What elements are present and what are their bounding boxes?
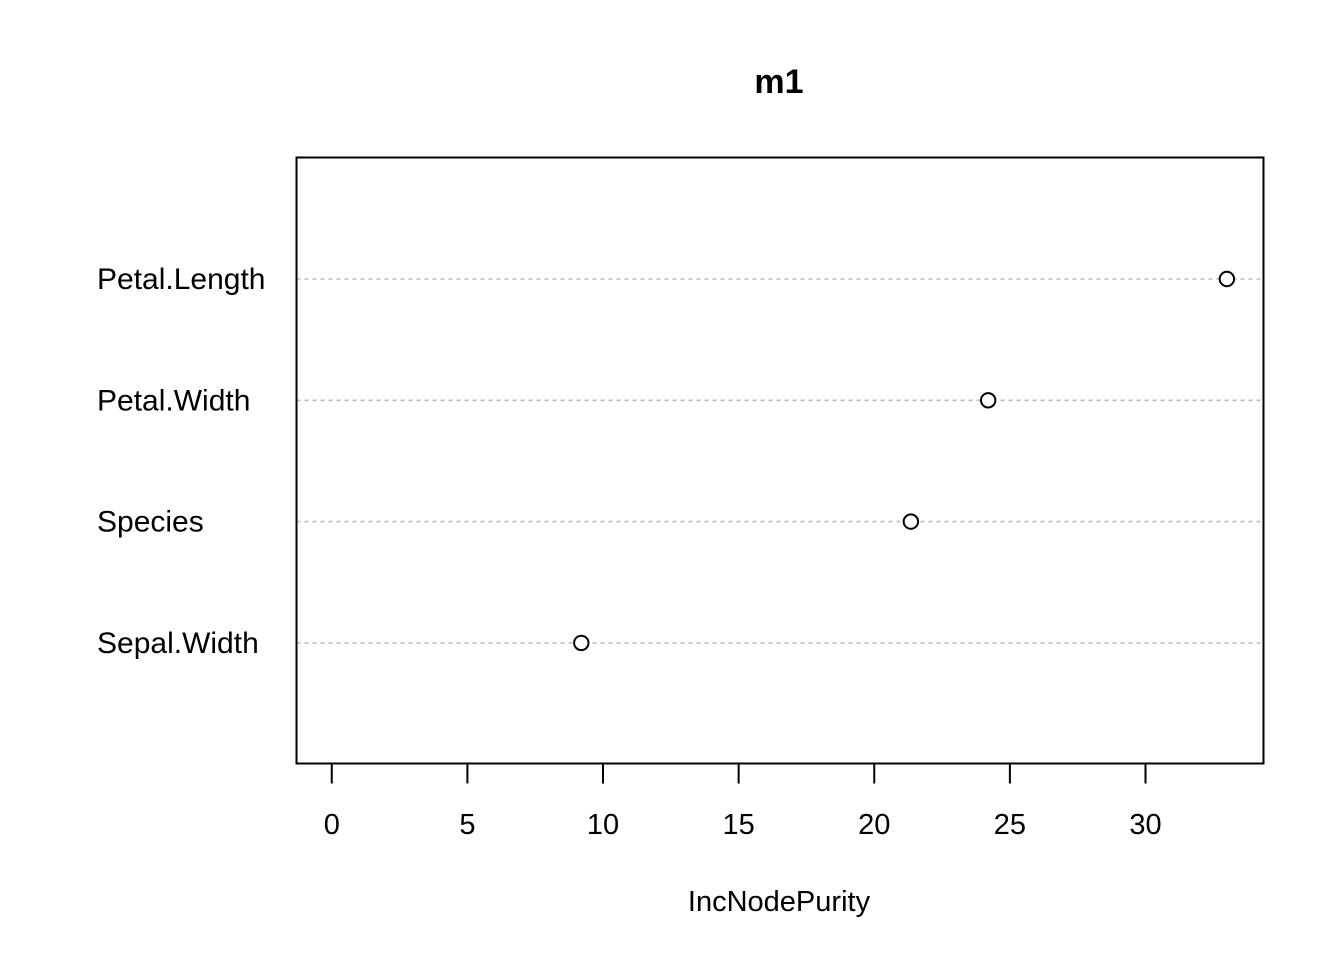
- chart-title: m1: [754, 63, 803, 101]
- data-point: [979, 392, 997, 409]
- x-tick-label: 25: [994, 809, 1026, 841]
- category-label: Sepal.Width: [97, 627, 259, 660]
- data-point: [902, 513, 920, 530]
- category-labels: Petal.Length Petal.Width Species Sepal.Widt…: [97, 263, 265, 660]
- x-tick-label: 0: [324, 809, 340, 841]
- x-tick-label: 30: [1129, 809, 1161, 841]
- x-axis: 0 5 10 15 20 25 30: [324, 762, 1162, 841]
- plot-frame: [295, 156, 1265, 765]
- x-axis-label: IncNodePurity: [688, 886, 871, 918]
- x-tick-label: 15: [723, 809, 755, 841]
- category-label: Petal.Width: [97, 384, 250, 417]
- category-label: Species: [97, 506, 204, 539]
- data-point: [573, 634, 590, 652]
- grid-lines: [296, 278, 1264, 644]
- data-point: [1218, 270, 1236, 288]
- x-tick-label: 10: [587, 809, 619, 841]
- category-label: Petal.Length: [97, 263, 265, 296]
- x-tick-label: 20: [858, 809, 890, 841]
- data-points: [573, 270, 1236, 652]
- x-tick-label: 5: [459, 809, 475, 841]
